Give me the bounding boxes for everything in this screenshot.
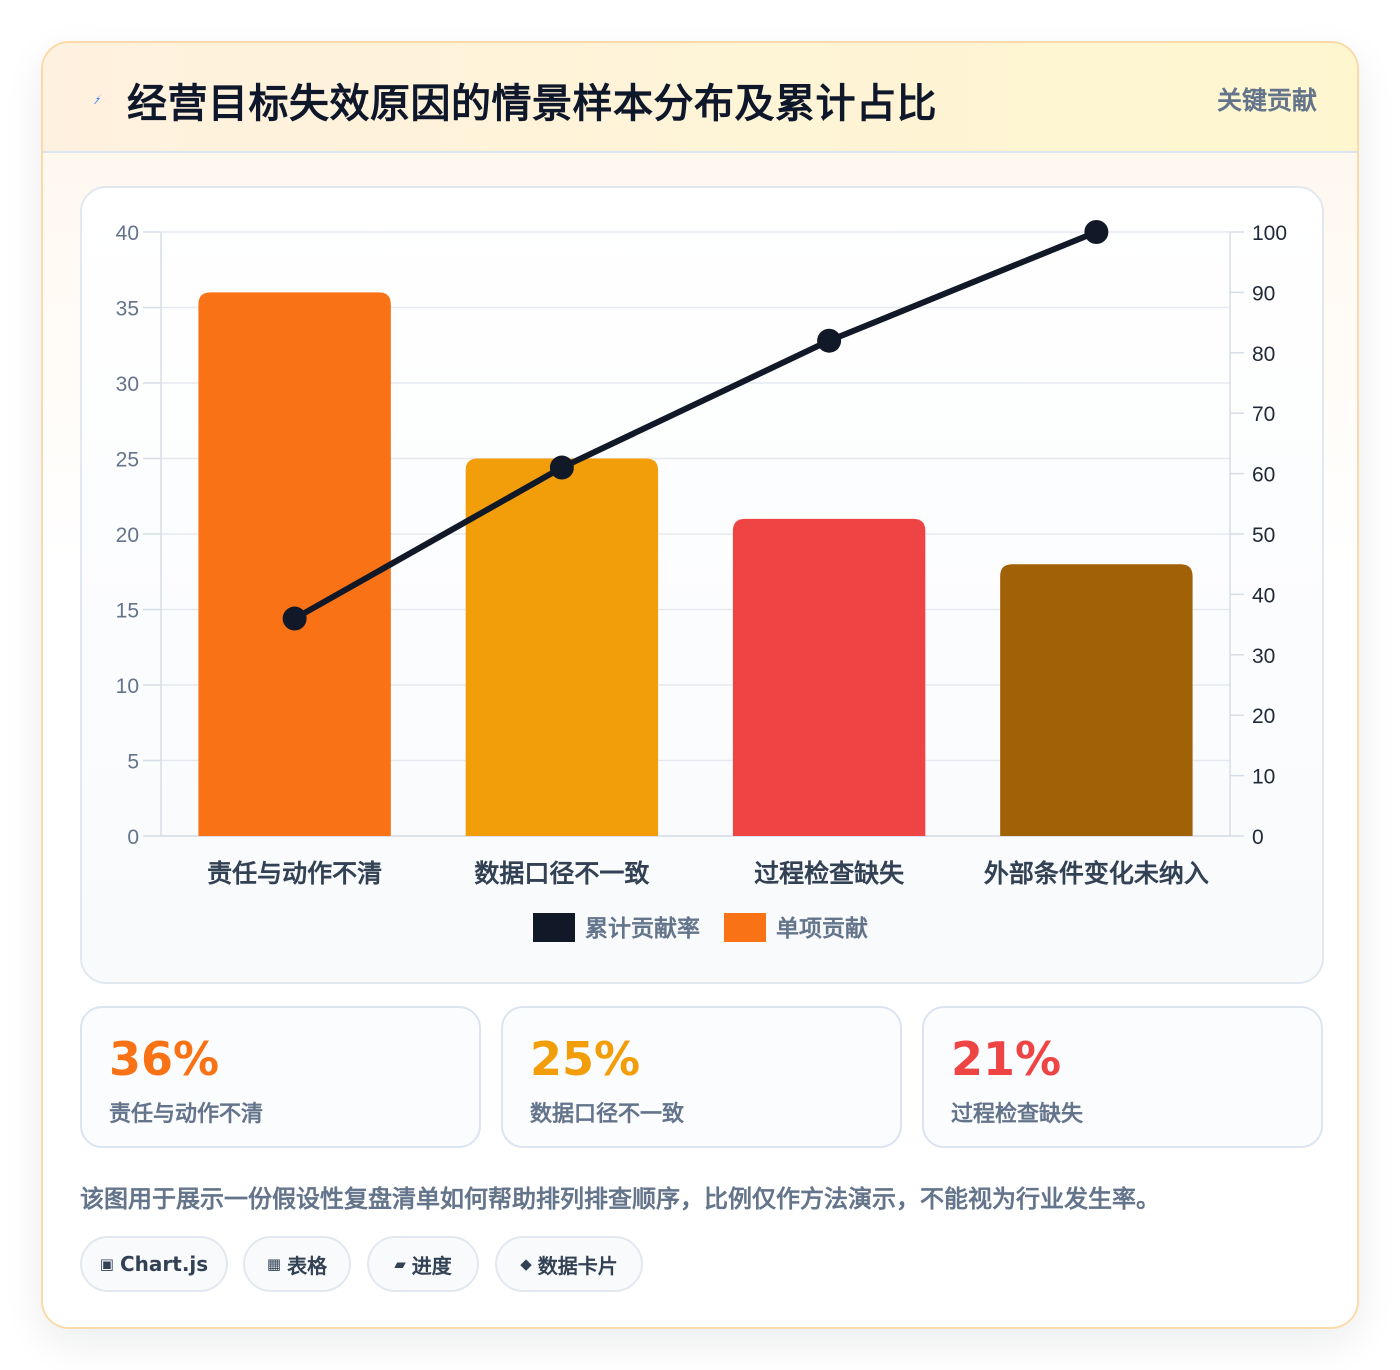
- y-right-tick-label: 50: [1252, 524, 1275, 547]
- stat-card: 21% 过程检查缺失: [922, 1006, 1323, 1148]
- bar: [1000, 564, 1193, 836]
- y-right-tick-label: 0: [1252, 826, 1264, 849]
- stat-label: 责任与动作不清: [109, 1102, 264, 1127]
- y-right-tick-label: 70: [1252, 403, 1275, 426]
- stat-card: 25% 数据口径不一致: [501, 1006, 902, 1148]
- tag-progress[interactable]: ▰ 进度: [367, 1236, 479, 1292]
- tag-label: Chart.js: [119, 1252, 209, 1276]
- table-icon: ▦: [266, 1255, 282, 1273]
- y-left-tick-label: 35: [116, 298, 139, 321]
- x-tick-label: 外部条件变化未纳入: [984, 859, 1209, 888]
- y-left-tick-label: 30: [116, 373, 139, 396]
- bar: [732, 518, 926, 836]
- page-title: 经营目标失效原因的情景样本分布及累计占比: [127, 81, 937, 127]
- progress-icon: ▰: [394, 1255, 406, 1273]
- stat-label: 数据口径不一致: [530, 1102, 685, 1127]
- y-right-tick-label: 80: [1252, 343, 1275, 366]
- x-tick-label: 过程检查缺失: [754, 859, 905, 888]
- line-point: [549, 455, 574, 480]
- chart-card: 经营目标失效原因的情景样本分布及累计占比 关键贡献 0 5 10 15 20 25 30 35…: [41, 41, 1359, 1329]
- stat-label: 过程检查缺失: [951, 1102, 1084, 1127]
- tag-data-card[interactable]: ◆ 数据卡片: [495, 1236, 643, 1292]
- chart-note: 该图用于展示一份假设性复盘清单如何帮助排列排查顺序，比例仅作方法演示，不能视为行…: [80, 1185, 1160, 1213]
- y-left-tick-label: 0: [127, 826, 139, 849]
- chart-panel: 0 5 10 15 20 25 30 35 40 0 10 20 30 40 50 60 70 80 90 100 责任…: [80, 186, 1324, 984]
- key-contribution-badge: 关键贡献: [1216, 86, 1317, 115]
- x-tick-label: 责任与动作不清: [207, 859, 382, 888]
- legend-label: 累计贡献率: [585, 915, 700, 942]
- legend-swatch: [533, 913, 575, 942]
- pareto-chart: 0 5 10 15 20 25 30 35 40 0 10 20 30 40 50 60 70 80 90 100 责任…: [116, 220, 1287, 942]
- tag-chartjs[interactable]: ▣ Chart.js: [80, 1236, 228, 1292]
- stat-value: 36%: [109, 1032, 220, 1086]
- stat-value: 21%: [951, 1032, 1062, 1086]
- line-point: [817, 328, 842, 353]
- y-right-tick-label: 20: [1252, 705, 1275, 728]
- card-header: 经营目标失效原因的情景样本分布及累计占比 关键贡献: [43, 43, 1357, 153]
- y-left-tick-label: 40: [116, 222, 139, 245]
- stat-cards: 36% 责任与动作不清 25% 数据口径不一致 21% 过程检查缺失: [80, 1006, 1324, 1148]
- stat-card: 36% 责任与动作不清: [80, 1006, 481, 1148]
- lightning-icon: [94, 94, 102, 104]
- y-right-tick-label: 30: [1252, 645, 1275, 668]
- y-left-tick-label: 5: [127, 751, 139, 774]
- bar: [198, 292, 391, 836]
- line-point: [282, 606, 307, 631]
- x-tick-label: 数据口径不一致: [474, 859, 650, 888]
- y-left-tick-label: 10: [116, 675, 139, 698]
- chart-icon: ▣: [99, 1255, 114, 1273]
- stat-value: 25%: [530, 1032, 641, 1086]
- y-right-tick-label: 90: [1252, 282, 1275, 305]
- tag-label: 表格: [287, 1253, 328, 1278]
- bar: [465, 458, 659, 836]
- legend-label: 单项贡献: [776, 916, 868, 942]
- card-icon: ◆: [520, 1255, 532, 1273]
- tag-table[interactable]: ▦ 表格: [243, 1236, 351, 1292]
- y-right-tick-label: 60: [1252, 464, 1275, 487]
- y-right-tick-label: 10: [1252, 766, 1275, 789]
- y-left-tick-label: 20: [116, 524, 139, 547]
- cumulative-line: [293, 229, 1098, 622]
- tag-label: 数据卡片: [537, 1253, 618, 1278]
- legend-swatch: [724, 913, 766, 942]
- tag-label: 进度: [411, 1253, 452, 1278]
- y-right-tick-label: 40: [1252, 584, 1275, 607]
- y-right-tick-label: 100: [1252, 222, 1287, 245]
- line-point: [1084, 220, 1109, 244]
- y-left-tick-label: 15: [116, 600, 139, 623]
- y-left-tick-label: 25: [116, 449, 139, 472]
